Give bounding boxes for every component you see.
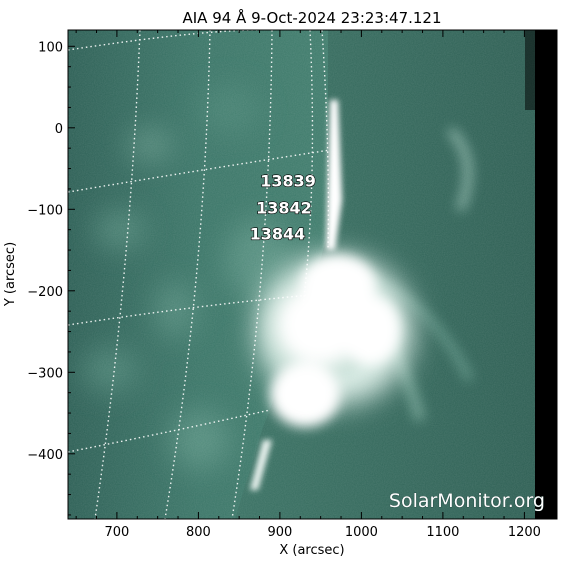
off-image-region: [535, 30, 557, 519]
x-tick-label: 1100: [426, 525, 459, 540]
heliographic-grid: [68, 30, 331, 519]
x-tick-label: 800: [186, 525, 211, 540]
active-region-labels: 13839 13842 13844: [249, 171, 316, 244]
plot-frame: [67, 29, 558, 520]
region-label-13844: 13844: [250, 224, 306, 243]
x-tick-label: 1000: [345, 525, 378, 540]
x-tick-label: 1200: [508, 525, 541, 540]
solar-image: [68, 30, 557, 519]
y-axis: 100 0 −100 −200 −300 −400: [27, 40, 557, 516]
y-tick-label: −400: [27, 448, 63, 463]
x-tick-label: 900: [267, 525, 292, 540]
x-tick-label: 700: [104, 525, 129, 540]
y-tick-label: −200: [27, 285, 63, 300]
y-axis-label: Y (arcsec): [3, 242, 18, 307]
y-tick-label: −300: [27, 366, 63, 381]
y-tick-label: 0: [55, 122, 63, 137]
x-axis-label: X (arcsec): [279, 543, 344, 558]
region-label-13839: 13839: [260, 171, 316, 190]
x-axis: 700 800 900 1000 1100 1200: [75, 30, 546, 540]
y-tick-label: 100: [38, 40, 63, 55]
plot-title: AIA 94 Å 9-Oct-2024 23:23:47.121: [182, 8, 441, 27]
region-label-13842: 13842: [256, 198, 312, 217]
watermark: SolarMonitor.org: [389, 490, 545, 512]
y-tick-label: −100: [27, 203, 63, 218]
